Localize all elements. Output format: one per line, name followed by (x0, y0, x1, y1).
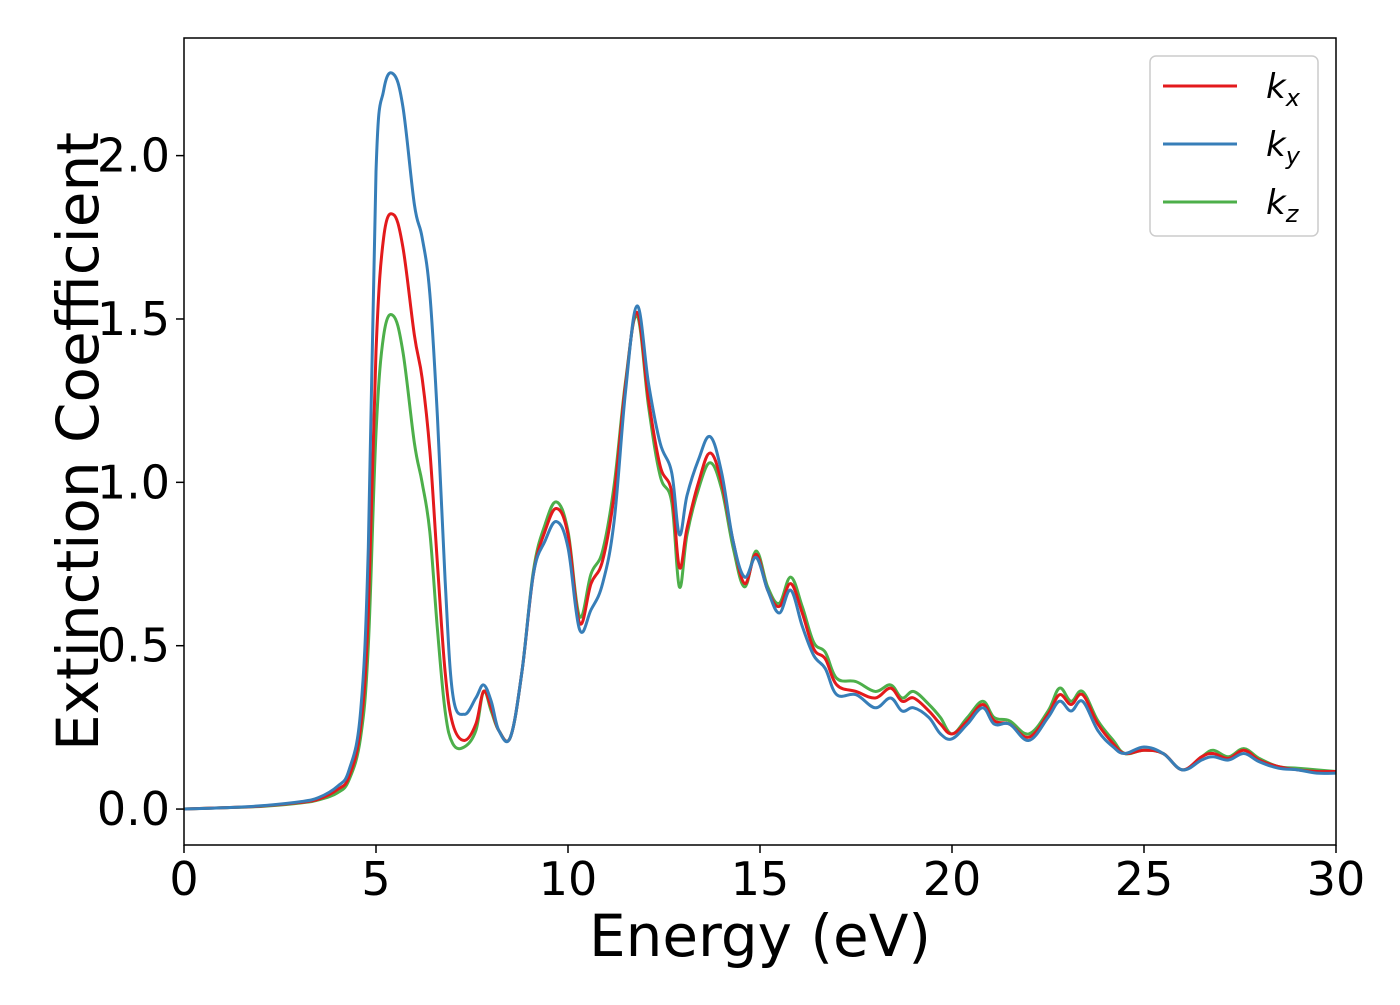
x-axis-title: Energy (eV) (589, 902, 931, 970)
x-tick-label: 15 (731, 852, 790, 906)
y-tick-label: 0.5 (97, 619, 170, 673)
x-tick-label: 5 (361, 852, 390, 906)
y-tick-label: 1.0 (97, 455, 170, 509)
y-tick-label: 0.0 (97, 782, 170, 836)
x-tick-label: 20 (923, 852, 982, 906)
legend-box (1149, 55, 1319, 237)
x-tick-label: 30 (1307, 852, 1366, 906)
series-line-kx (184, 212, 1336, 811)
y-tick-label: 2.0 (97, 129, 170, 183)
y-axis-title: Extinction Coefficient (44, 132, 112, 751)
series-line-kz (184, 313, 1336, 811)
x-tick-label: 10 (539, 852, 598, 906)
y-tick-label: 1.5 (97, 292, 170, 346)
x-tick-label: 25 (1115, 852, 1174, 906)
x-tick-label: 0 (169, 852, 198, 906)
tick-layer: 0 5 10 15 20 25 30 0.0 0.5 1.0 1.5 2.0 (97, 129, 1365, 906)
series-layer (184, 71, 1336, 811)
series-line-ky (184, 71, 1336, 811)
